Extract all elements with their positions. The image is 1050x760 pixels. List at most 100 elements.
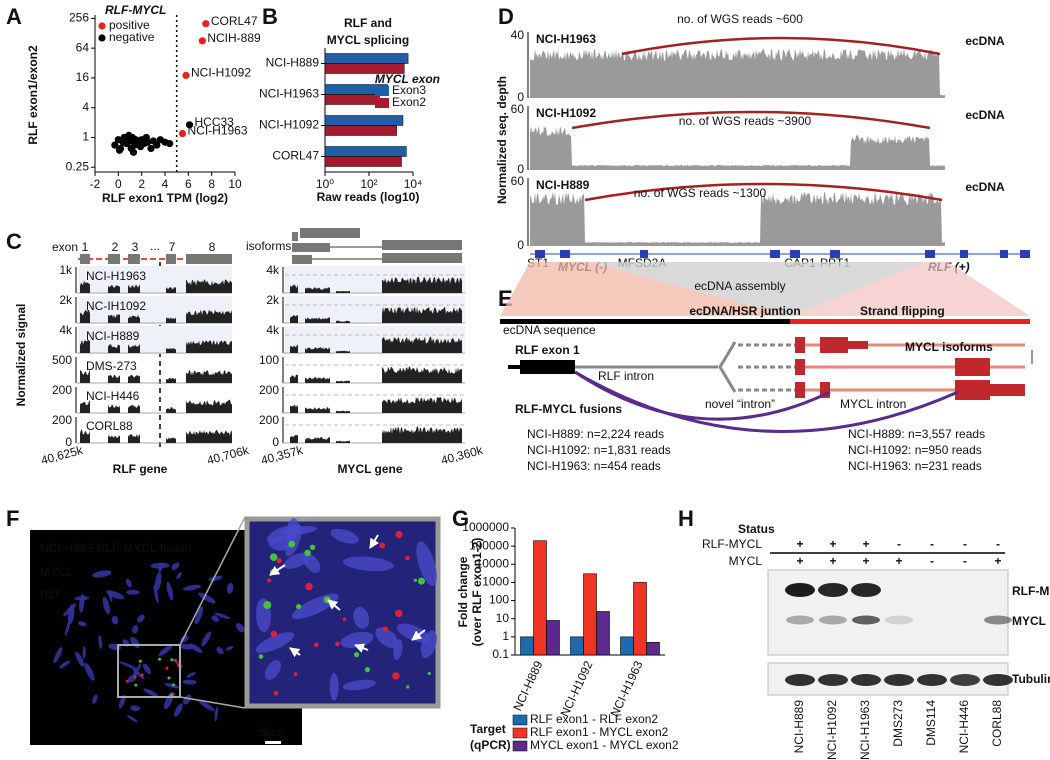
y-tick-label: 4 [82,100,89,114]
track-zero: 0 [272,435,279,449]
panel-label: G [452,506,469,531]
band [984,615,1012,625]
lane-label: DMS114 [924,700,938,746]
y-tick-label: 256 [69,11,89,25]
legend-label: Exon3 [392,83,426,97]
y-axis-label: Normalized seq. depth [495,76,509,204]
chromosome [420,630,437,659]
micrograph-title: NCI-H889 RLF-MYCL fusion [40,541,192,555]
arrow [411,629,426,641]
signal [186,429,232,443]
x-tick-label: 10² [360,177,377,191]
x-tick-label: 4 [162,177,169,191]
signal [166,407,176,413]
chromosome [225,646,234,651]
point-label: NCI-H1092 [191,66,251,80]
signal [108,404,120,413]
y-tick-label: 10 [496,611,510,625]
y-tick-label: 1 [82,130,89,144]
probe-signal [364,667,370,673]
y-tick-label: 16 [76,70,90,84]
signal [128,374,140,383]
signal [186,399,232,413]
chevron [718,341,737,393]
band [917,674,947,686]
chromosome [285,518,299,543]
probe-signal [305,582,313,591]
chromosome [226,582,234,594]
point [198,37,206,45]
signal [108,314,120,323]
band-label: Tubulin [1012,672,1050,686]
chromosome [125,578,132,588]
arrow [289,647,301,658]
legend-swatch [375,98,389,108]
exon-box [166,254,176,264]
chromosome [182,679,197,685]
probe-signal [171,683,175,687]
signal [382,336,462,353]
band [885,615,913,625]
probe-signal [269,553,278,561]
x-tick-label: -2 [90,177,101,191]
status-sign: + [796,537,803,551]
signal [305,437,330,443]
legend-swatch [98,34,106,42]
chromosome [53,647,63,664]
chromosome [303,553,321,573]
point [142,133,150,142]
signal [336,440,350,443]
chromosome [143,688,159,697]
legend-label: RLF exon1 - MYCL exon2 [530,725,669,739]
status-sign: + [862,537,869,551]
point-label: HCC33 [195,115,235,129]
bar [324,125,397,136]
track-max: 60 [511,174,525,188]
bar [620,636,634,656]
signal [290,434,298,443]
band [818,674,848,686]
track-name: NC-IH1092 [86,299,146,313]
bar [546,620,560,656]
ecdna-tag: ecDNA [965,108,1005,122]
exon-box [186,254,232,264]
probe-signal [167,676,171,680]
signal [290,344,298,353]
legend-title: Target [470,722,506,736]
chromosome [77,621,87,627]
point [147,144,155,153]
chromosome [183,694,192,705]
signal [382,276,462,293]
chromosome [102,596,111,615]
chromosome [137,614,145,623]
signal [166,437,176,443]
signal [290,314,298,323]
isoform [292,232,298,241]
bar [324,146,407,157]
chromosome [255,632,295,653]
mycl-exon [795,382,805,398]
chromosome [174,703,183,717]
bar [520,636,534,656]
point-label: NCI-H1963 [188,124,248,138]
signal [290,404,298,413]
coord-label: 40,706k [205,443,251,468]
band [785,583,815,597]
y-tick-label: CORL47 [272,149,319,163]
reads-label: no. of WGS reads ~3900 [679,114,812,128]
novel-intron-label: novel “intron” [705,397,775,411]
signal [108,374,120,383]
reads-count: NCI-H889: n=2,224 reads [527,427,664,441]
probe-signal [296,604,302,610]
probe-signal [395,609,403,618]
depth-signal [530,125,945,170]
signal [128,284,140,293]
chromosome [201,631,212,647]
exon-number: 2 [112,240,119,254]
status-sign: + [829,537,836,551]
probe-signal [405,555,410,561]
band [851,674,881,686]
x-axis-label: RLF exon1 TPM (log2) [102,191,228,205]
rlf-intron-label: RLF intron [598,369,654,383]
legend-swatch [512,740,528,752]
